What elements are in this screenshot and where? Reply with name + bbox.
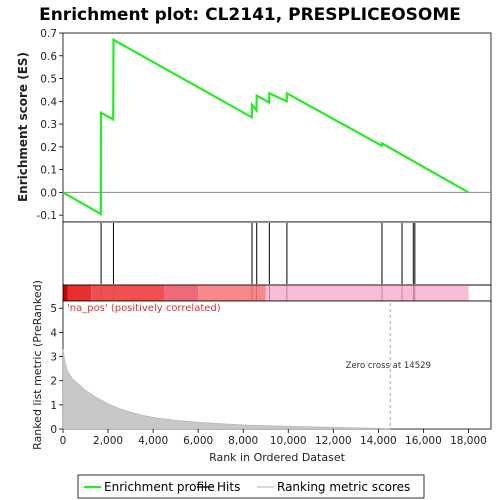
x-axis-title: Rank in Ordered Dataset	[209, 451, 346, 464]
x-tick-label: 16,000	[405, 435, 442, 447]
legend-label: Ranking metric scores	[277, 480, 410, 494]
ranking-metric-area	[62, 349, 391, 430]
rank-ytick-label: 2	[50, 376, 57, 388]
rank-ytick-label: 1	[50, 400, 57, 412]
es-panel-frame	[62, 32, 492, 223]
es-ytick-label: 0.4	[40, 96, 57, 108]
es-ytick-label: 0.3	[40, 119, 57, 131]
colorbar-segment	[91, 285, 165, 301]
es-ytick-label: 0.2	[40, 142, 57, 154]
x-tick-label: 10,000	[270, 435, 307, 447]
es-ytick-label: 0.6	[40, 51, 57, 63]
legend-label: Hits	[217, 480, 240, 494]
colorbar-segment	[265, 285, 469, 301]
chart-title: Enrichment plot: CL2141, PRESPLICEOSOME	[39, 5, 461, 25]
x-tick-label: 8,000	[228, 435, 258, 447]
x-tick-label: 0	[60, 435, 67, 447]
rank-ytick-label: 0	[50, 424, 57, 436]
x-tick-label: 14,000	[360, 435, 397, 447]
x-tick-label: 18,000	[450, 435, 487, 447]
enrichment-profile-line	[62, 37, 470, 216]
es-axis-title: Enrichment score (ES)	[16, 52, 30, 202]
positive-correlation-label: 'na_pos' (positively correlated)	[67, 303, 221, 314]
es-ytick-label: 0.0	[40, 187, 57, 199]
ranking-panel-frame	[62, 300, 492, 430]
colorbar-segment	[63, 285, 68, 301]
zero-cross-label: Zero cross at 14529	[346, 361, 431, 371]
es-ytick-label: 0.7	[40, 28, 57, 40]
es-ytick-label: 0.5	[40, 74, 57, 86]
ranking-axis-title: Ranked list metric (PreRanked)	[31, 280, 44, 450]
x-tick-label: 4,000	[138, 435, 168, 447]
colorbar-segment	[198, 285, 266, 301]
legend-box	[77, 474, 425, 499]
es-ytick-label: -0.1	[37, 210, 58, 222]
colorbar-segment	[164, 285, 199, 301]
es-ytick-label: 0.1	[40, 165, 57, 177]
colorbar-segment	[67, 285, 92, 301]
x-tick-label: 2,000	[93, 435, 123, 447]
rank-ytick-label: 3	[50, 352, 57, 364]
hits-panel-frame	[62, 221, 492, 286]
x-tick-label: 12,000	[315, 435, 352, 447]
x-tick-label: 6,000	[183, 435, 213, 447]
legend-label: Enrichment profile	[104, 480, 215, 494]
rank-ytick-label: 4	[50, 327, 57, 339]
rank-ytick-label: 5	[50, 303, 57, 315]
